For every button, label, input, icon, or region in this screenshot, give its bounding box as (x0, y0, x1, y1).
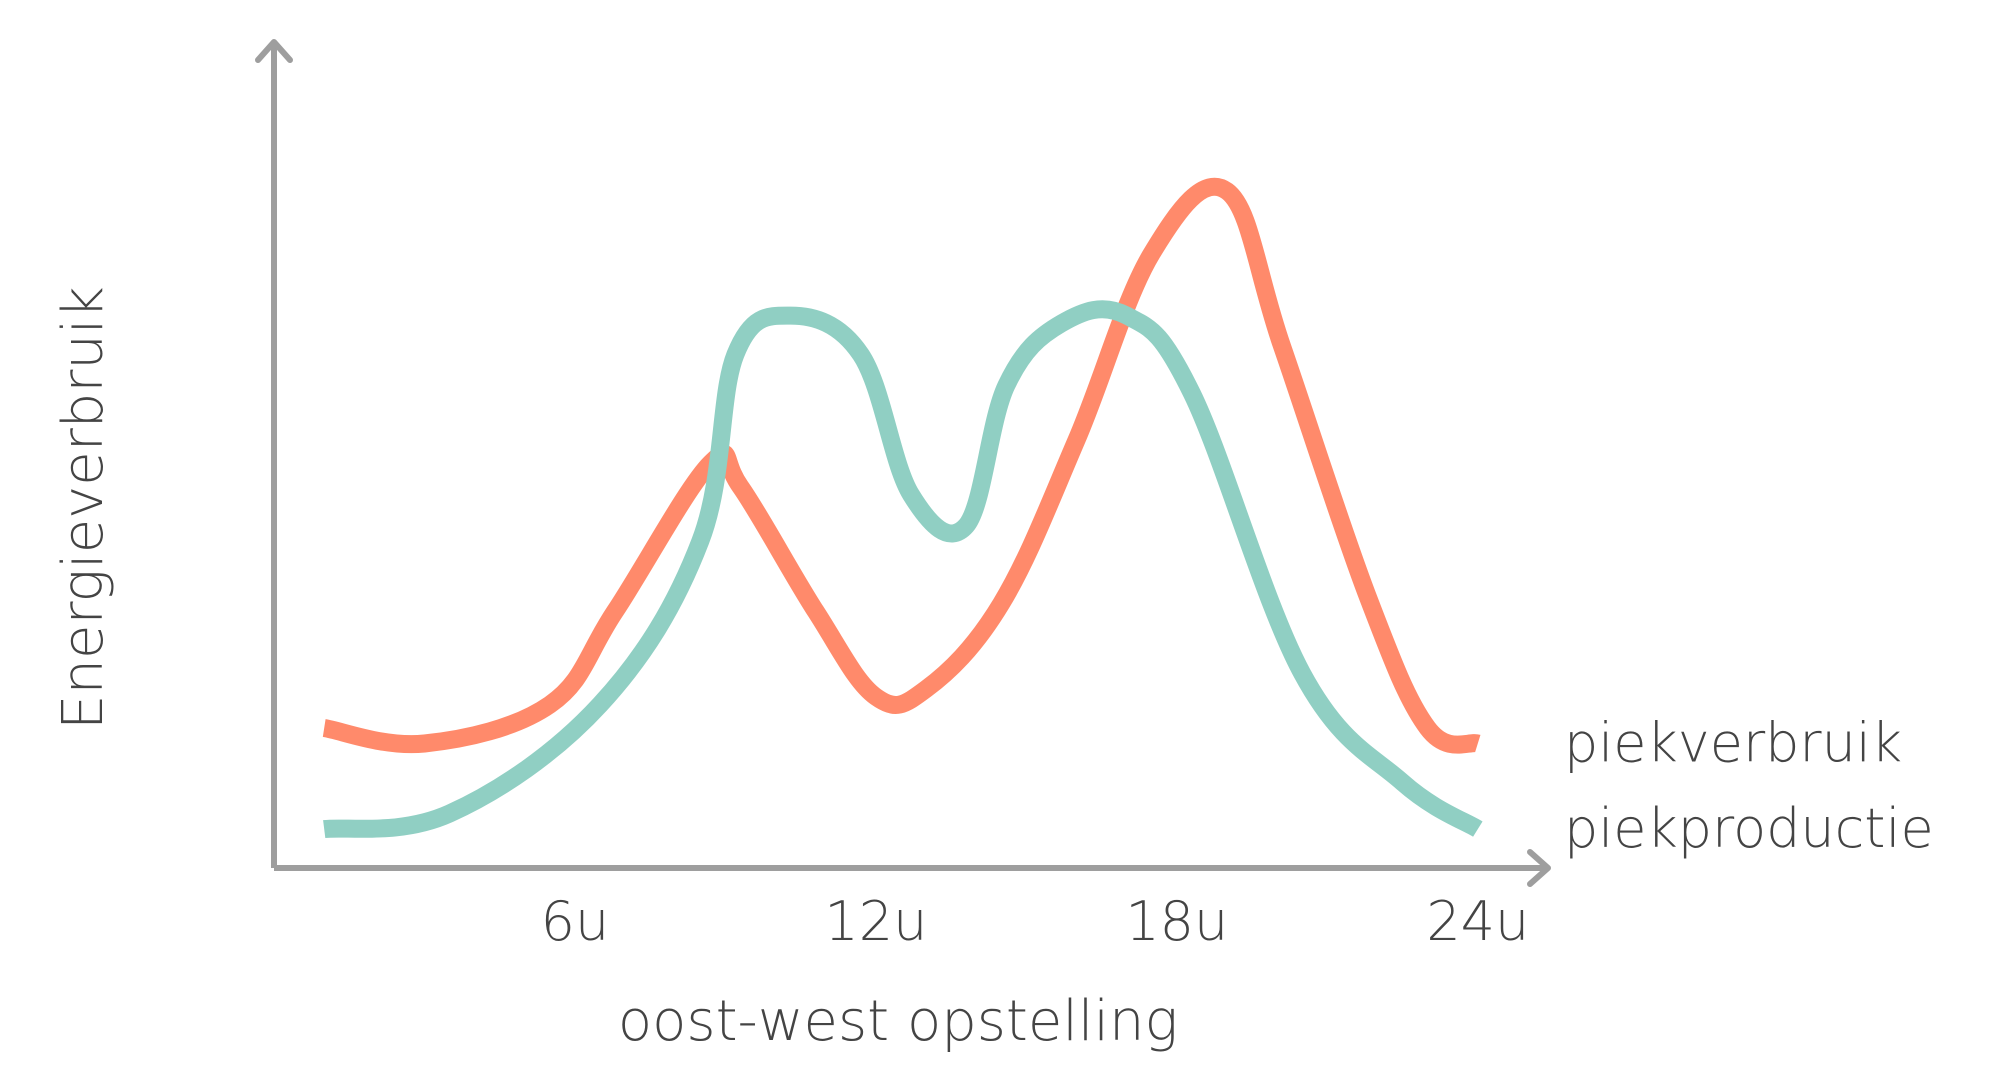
x-tick-label: 12u (824, 890, 927, 953)
x-tick-label: 24u (1426, 890, 1529, 953)
series-line-piekproductie (323, 300, 1483, 839)
legend: piekverbruik piekproductie (1564, 712, 1934, 861)
series-line-piekverbruik (322, 177, 1481, 754)
y-axis-title: Energieverbruik (51, 286, 116, 730)
axes (255, 39, 1551, 887)
x-axis-title: oost-west opstelling (618, 989, 1178, 1054)
legend-label-piekverbruik: piekverbruik (1564, 712, 1902, 775)
series-lines (322, 177, 1483, 839)
x-tick-labels: 6u 12u 18u 24u (541, 890, 1530, 953)
x-tick-label: 18u (1125, 890, 1228, 953)
y-axis-arrow (255, 39, 293, 63)
legend-label-piekproductie: piekproductie (1564, 797, 1934, 860)
x-axis-arrow (1527, 849, 1551, 887)
x-tick-label: 6u (541, 890, 610, 953)
labels: Energieverbruik oost-west opstelling (51, 286, 1178, 1054)
